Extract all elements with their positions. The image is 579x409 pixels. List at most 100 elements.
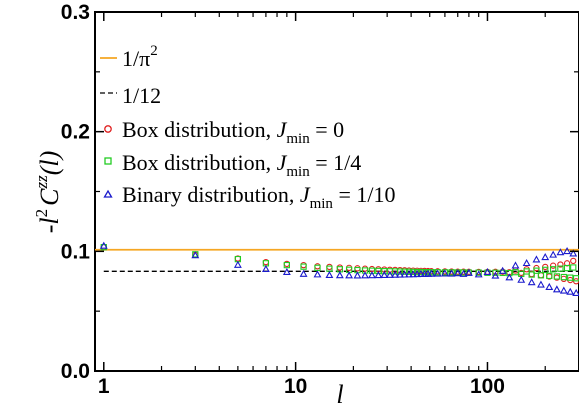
series-2-point-21	[413, 270, 422, 278]
series-1-point-49	[563, 264, 571, 272]
series-2-point-2	[233, 260, 242, 268]
legend-label-box14-j: J	[277, 150, 288, 175]
series-1-point-51	[570, 264, 577, 271]
series-2-point-17	[396, 270, 404, 278]
series-2-point-34	[491, 271, 500, 279]
legend-label-box0-tail: = 0	[310, 117, 344, 142]
series-2-point-28	[447, 269, 456, 277]
y-axis-title-suffix: (l)	[35, 151, 64, 176]
series-2-point-11	[361, 271, 369, 279]
series-2-point-4	[282, 267, 291, 276]
series-0-point-45	[550, 262, 557, 269]
series-2-point-10	[353, 271, 362, 279]
legend-label-box14-main: Box distribution,	[122, 150, 277, 175]
series-2-point-35	[498, 266, 507, 274]
series-2-point-1	[191, 251, 200, 259]
series-0-point-11	[361, 265, 369, 272]
series-0-point-51	[570, 257, 577, 265]
series-2-point-33	[483, 267, 492, 276]
tick-labels: 1 10 100 0.0 0.1 0.2 0.3	[61, 1, 505, 398]
series-1-point-48	[560, 273, 567, 281]
series-0-point-37	[512, 267, 519, 274]
series-1-point-32	[475, 269, 482, 276]
legend-label-binary-tail: = 1/10	[333, 182, 396, 207]
series-2-point-13	[374, 271, 383, 279]
series-2-point-45	[549, 250, 558, 258]
series-2-point-18	[400, 270, 409, 278]
series-2-point-20	[409, 270, 418, 278]
series-1-point-47	[557, 265, 564, 272]
legend-marker-binary	[103, 189, 113, 198]
series-2-point-30	[459, 269, 468, 277]
series-2-point-29	[453, 269, 462, 277]
series-2-point-5	[299, 269, 308, 277]
legend-label-box0-sub: min	[286, 131, 310, 147]
y-axis-title-c: C	[35, 188, 64, 206]
series-2-point-43	[541, 252, 550, 261]
series-2-point-37	[511, 261, 520, 269]
series-2-point-12	[368, 271, 376, 279]
legend-marker-box14	[104, 157, 112, 165]
series-1-point-21	[413, 268, 421, 276]
legend-label-twelfth: 1/12	[122, 83, 161, 108]
series-2-point-26	[433, 269, 442, 277]
series-1-point-18	[401, 268, 408, 275]
series-0-point-10	[354, 265, 361, 272]
series-0-point-6	[314, 263, 321, 270]
series-2-point-42	[537, 280, 545, 288]
series-1-point-5	[300, 263, 307, 270]
y-axis-title: -l2 Czz(l)	[32, 151, 64, 234]
series-2-point-27	[440, 269, 449, 277]
series-1-point-19	[405, 268, 413, 275]
series-1-point-17	[396, 268, 404, 275]
series-2-point-50	[566, 287, 575, 295]
series-2-point-52	[572, 288, 579, 296]
legend-label-pi-main: 1/π	[122, 46, 150, 71]
series-1-point-50	[567, 274, 574, 281]
y-tick-label-3: 0.3	[61, 1, 90, 24]
series-2-point-41	[532, 255, 541, 263]
legend-label-box0-j: J	[277, 117, 288, 142]
series-1-point-40	[528, 271, 535, 278]
series-2-point-15	[385, 270, 394, 278]
series-0-point-48	[560, 275, 567, 283]
series-1-point-43	[542, 266, 549, 274]
series-2-point-14	[380, 270, 389, 279]
series-2-point-49	[563, 247, 572, 255]
series-1-point-46	[553, 273, 561, 280]
series-2-point-46	[552, 285, 561, 293]
x-tick-label-1: 10	[284, 375, 307, 398]
series-1-point-36	[506, 269, 513, 277]
series-2-point-40	[527, 278, 536, 286]
series-2-point-31	[464, 268, 473, 276]
axis-ticks	[95, 11, 579, 372]
legend-marker-box0	[104, 125, 112, 133]
legend-label-binary: Binary distribution, Jmin = 1/10	[122, 182, 395, 212]
legend-label-box0-main: Box distribution,	[122, 117, 277, 142]
legend: 1/π2 1/12 Box distribution, Jmin = 0 Box…	[100, 43, 395, 212]
x-axis-title: l	[336, 380, 343, 409]
legend-label-box14-sub: min	[286, 164, 310, 180]
y-axis-title-sup1: 2	[32, 209, 51, 218]
series-2-point-25	[427, 269, 436, 277]
series-2-point-39	[522, 258, 531, 267]
series-2-point-44	[545, 282, 554, 290]
y-tick-label-0: 0.0	[61, 360, 90, 383]
series-2-point-0	[99, 241, 108, 249]
series-2-point-36	[505, 273, 514, 281]
series-0-point-5	[300, 261, 307, 269]
data-points	[99, 241, 579, 296]
series-2-point-6	[313, 270, 322, 278]
series-1-point-20	[410, 268, 417, 276]
y-axis-title-sup2: zz	[32, 175, 51, 190]
series-2-point-19	[405, 270, 413, 278]
legend-label-pi-sup: 2	[150, 43, 158, 59]
legend-label-pi: 1/π2	[122, 43, 158, 71]
series-0-point-9	[345, 264, 353, 271]
series-2-point-48	[559, 286, 568, 294]
series-2-point-32	[474, 270, 483, 278]
legend-label-binary-j: J	[300, 182, 311, 207]
series-0-point-8	[336, 264, 343, 271]
series-1-point-4	[283, 261, 290, 269]
